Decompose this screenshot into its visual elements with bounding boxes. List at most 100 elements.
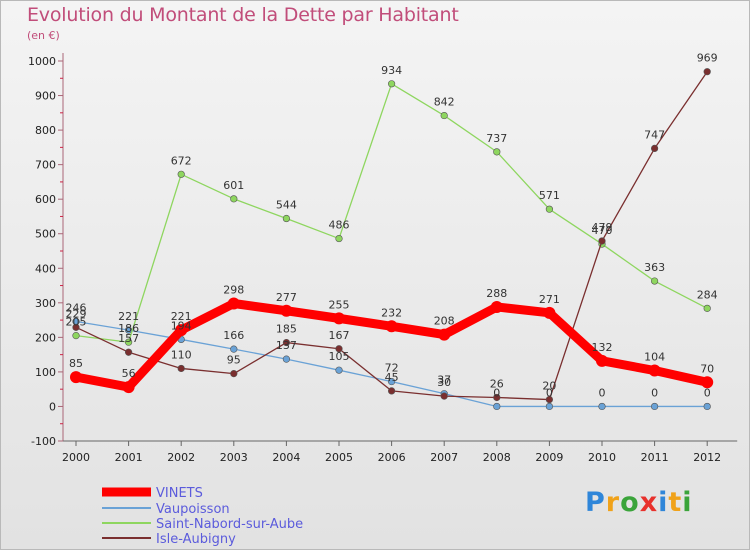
data-label: 186: [118, 322, 139, 335]
proxiti-logo: Proxiti: [585, 487, 693, 518]
data-label: 56: [122, 367, 136, 380]
data-point: [282, 338, 291, 347]
data-point: [388, 387, 396, 395]
data-point: [282, 214, 291, 223]
x-tick-label: 2007: [430, 451, 458, 464]
legend-label: Saint-Nabord-sur-Aube: [156, 517, 303, 532]
data-point: [388, 377, 396, 386]
data-point: [493, 148, 501, 156]
data-point: [598, 237, 606, 245]
series-line-saint-nabord-sur-aube: [75, 83, 708, 343]
data-label: 277: [276, 291, 297, 304]
data-label: 0: [651, 386, 658, 399]
x-tick-label: 2010: [588, 451, 616, 464]
data-point: [335, 234, 343, 243]
y-tick-label: 600: [35, 193, 56, 206]
data-label: 30: [437, 376, 451, 389]
data-point: [333, 312, 345, 325]
data-label: 20: [542, 380, 556, 393]
x-tick-label: 2003: [220, 451, 248, 464]
data-point: [545, 395, 554, 404]
data-point: [648, 364, 661, 377]
y-tick-label: 100: [35, 366, 56, 379]
data-point: [177, 170, 185, 178]
data-point: [72, 332, 80, 340]
data-label: 969: [697, 52, 718, 65]
data-label: 0: [546, 386, 553, 399]
data-label: 246: [66, 301, 87, 314]
x-tick-label: 2012: [693, 451, 721, 464]
data-label: 284: [697, 288, 718, 301]
data-label: 37: [437, 374, 451, 387]
data-point: [650, 402, 659, 411]
data-label: 185: [276, 323, 297, 336]
x-tick-label: 2006: [378, 451, 406, 464]
data-point: [385, 320, 398, 333]
x-tick-label: 2001: [115, 451, 143, 464]
data-label: 229: [66, 307, 87, 320]
data-label: 672: [171, 154, 192, 167]
data-point: [124, 348, 133, 356]
data-label: 0: [704, 386, 711, 399]
data-point: [701, 376, 714, 389]
data-point: [545, 402, 554, 411]
data-label: 221: [171, 310, 192, 323]
data-label: 747: [644, 128, 665, 141]
data-label: 288: [486, 287, 507, 300]
data-label: 232: [381, 306, 402, 319]
data-label: 72: [385, 362, 399, 375]
x-tick-label: 2000: [62, 451, 90, 464]
data-point: [596, 354, 608, 367]
data-point: [388, 80, 396, 88]
data-label: 208: [434, 315, 455, 328]
data-point: [335, 345, 343, 353]
data-label: 194: [171, 319, 192, 332]
data-label: 571: [539, 189, 560, 202]
data-point: [493, 402, 501, 411]
y-tick-label: 200: [35, 331, 56, 344]
data-label: 70: [700, 362, 714, 375]
data-point: [545, 205, 554, 213]
data-label: 26: [490, 377, 504, 390]
y-tick-label: 300: [35, 297, 56, 310]
data-point: [175, 324, 188, 337]
data-label: 132: [592, 341, 613, 354]
data-label: 221: [118, 310, 139, 323]
data-label: 470: [592, 224, 613, 237]
y-tick-label: 0: [49, 400, 56, 413]
logo-letter: o: [620, 487, 640, 518]
data-point: [282, 355, 291, 363]
x-tick-label: 2005: [325, 451, 353, 464]
data-label: 934: [381, 64, 402, 77]
data-point: [598, 402, 606, 411]
x-tick-label: 2009: [535, 451, 563, 464]
logo-letter: r: [605, 487, 621, 518]
logo-letter: x: [639, 487, 659, 518]
data-label: 486: [329, 219, 350, 232]
data-label: 0: [599, 386, 606, 399]
data-label: 271: [539, 293, 560, 306]
data-label: 167: [329, 329, 350, 342]
data-label: 479: [592, 221, 613, 234]
y-tick-label: 400: [35, 262, 56, 275]
data-point: [440, 392, 448, 400]
data-point: [70, 371, 82, 384]
x-tick-label: 2004: [272, 451, 300, 464]
data-label: 255: [329, 298, 350, 311]
data-point: [490, 300, 503, 313]
data-label: 363: [644, 261, 665, 274]
data-label: 737: [486, 132, 507, 145]
data-label: 544: [276, 199, 297, 212]
logo-letter: i: [658, 487, 669, 518]
data-point: [650, 144, 659, 152]
logo-letter: t: [668, 487, 683, 518]
y-tick-label: 900: [35, 90, 56, 103]
data-point: [177, 364, 185, 373]
data-point: [230, 370, 238, 378]
data-point: [122, 381, 135, 394]
data-point: [280, 304, 293, 317]
data-label: 104: [644, 351, 665, 364]
legend-label: Vaupoisson: [156, 502, 230, 517]
